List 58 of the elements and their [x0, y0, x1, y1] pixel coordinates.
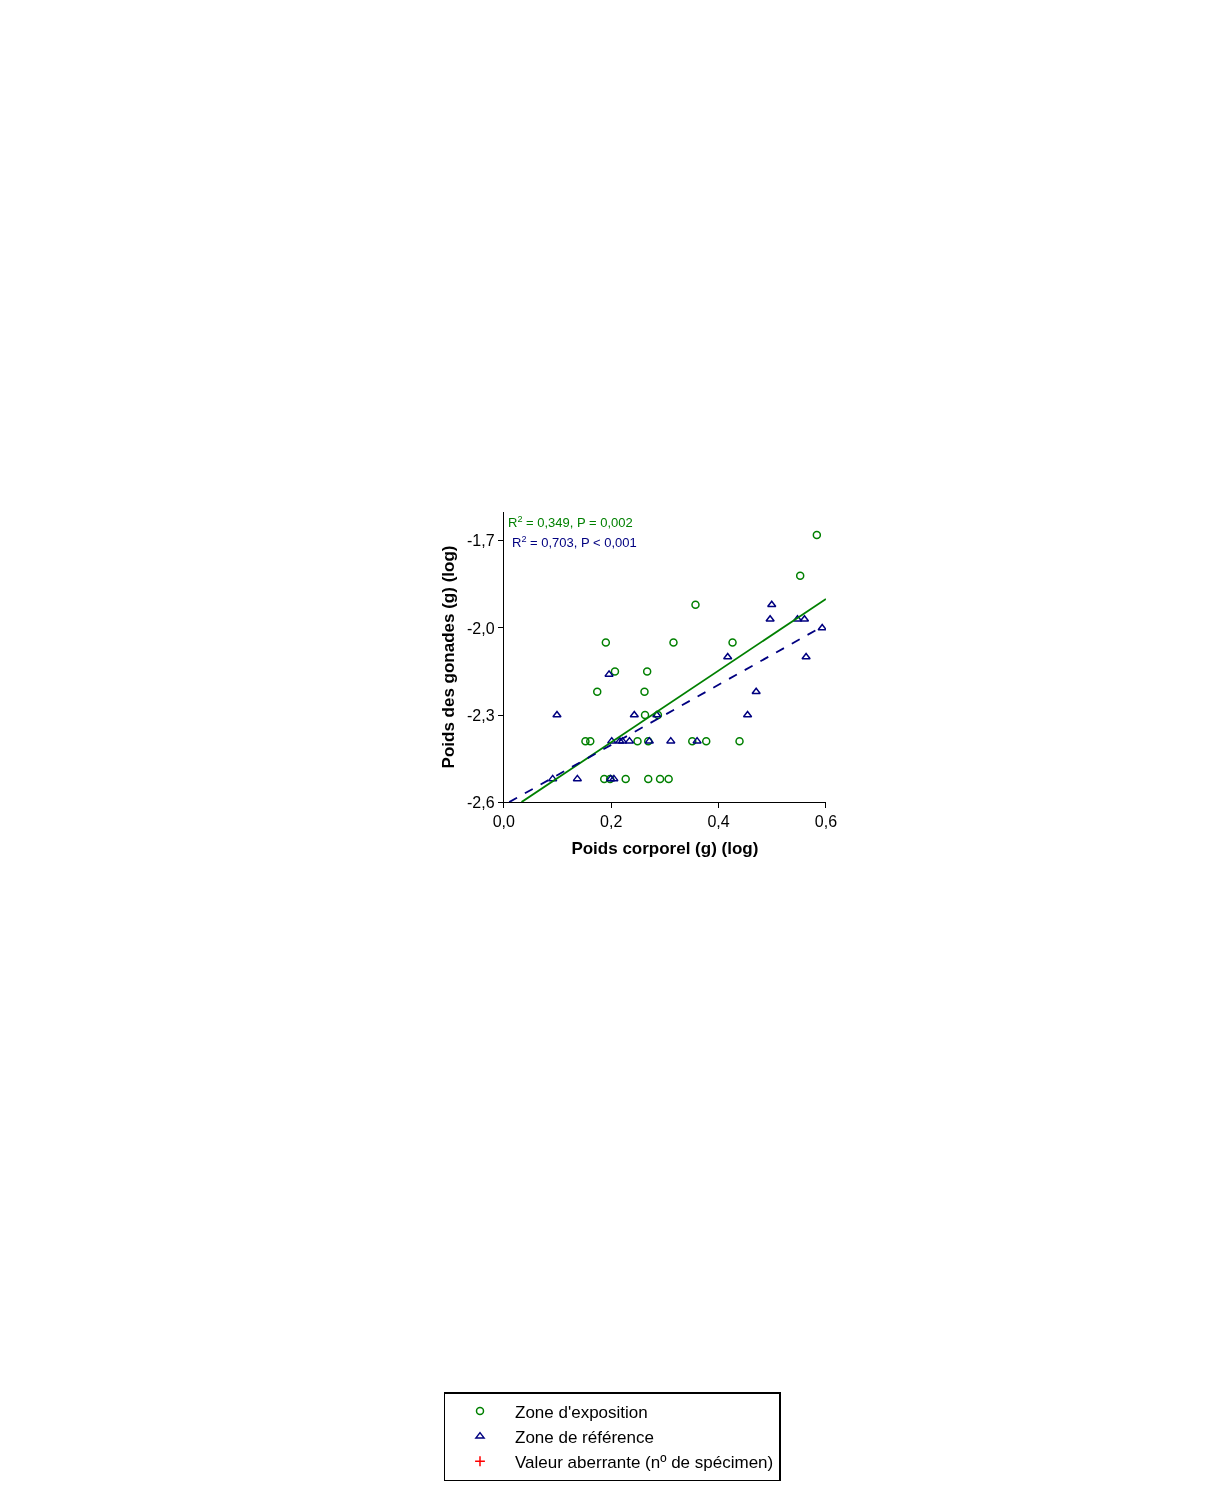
annotation: R$^{2}$ = 0,349, P = 0,002 — [508, 514, 633, 531]
point — [599, 774, 609, 784]
x-tick-label: 0,0 — [492, 813, 516, 831]
annotation: R$^{2}$ = 0,703, P < 0,001 — [512, 534, 637, 551]
x-tick-label: 0,4 — [707, 813, 730, 831]
point — [617, 736, 628, 744]
point — [547, 774, 558, 782]
point — [655, 774, 665, 784]
point — [609, 774, 619, 782]
point — [799, 614, 810, 622]
point — [615, 736, 625, 744]
point — [735, 736, 744, 746]
legend-label: Zone d'exposition — [515, 1402, 648, 1422]
point — [624, 736, 635, 744]
point — [728, 638, 737, 647]
point — [610, 667, 620, 676]
point — [592, 687, 602, 697]
x-tick-label: 0,2 — [600, 813, 623, 831]
y-tick-label: -2,0 — [467, 619, 495, 637]
point — [581, 736, 590, 746]
point — [812, 530, 822, 540]
point — [640, 710, 650, 720]
point — [701, 736, 711, 746]
point — [621, 774, 630, 784]
point — [817, 623, 826, 631]
point — [691, 600, 700, 609]
point — [792, 614, 803, 622]
y-tick-label: -2,3 — [467, 706, 495, 724]
point — [642, 667, 652, 676]
point — [795, 571, 805, 580]
point — [688, 736, 697, 746]
y-tick-label: -2,6 — [467, 793, 495, 811]
point — [586, 736, 595, 746]
legend-label: Valeur aberrante (nº de spécimen) — [515, 1452, 774, 1472]
point — [765, 614, 775, 622]
point — [604, 670, 614, 677]
y-axis-title: Poids des gonades (g) (log) — [438, 545, 458, 769]
point — [601, 638, 611, 647]
point — [629, 710, 640, 718]
point — [722, 652, 733, 660]
y-tick-label: -1,7 — [467, 532, 495, 550]
point — [643, 774, 653, 784]
point — [572, 774, 583, 782]
point — [751, 687, 761, 695]
legend-label: Zone de référence — [515, 1427, 654, 1447]
point — [664, 774, 673, 784]
point — [552, 710, 562, 718]
point — [766, 600, 777, 608]
point — [666, 736, 676, 744]
point — [640, 687, 649, 697]
point — [606, 736, 617, 744]
point — [742, 710, 753, 718]
point — [692, 736, 702, 744]
x-axis-title: Poids corporel (g) (log) — [571, 838, 759, 858]
point — [801, 652, 811, 660]
point — [669, 638, 678, 647]
point — [633, 736, 642, 746]
x-tick-label: 0,6 — [814, 813, 838, 831]
